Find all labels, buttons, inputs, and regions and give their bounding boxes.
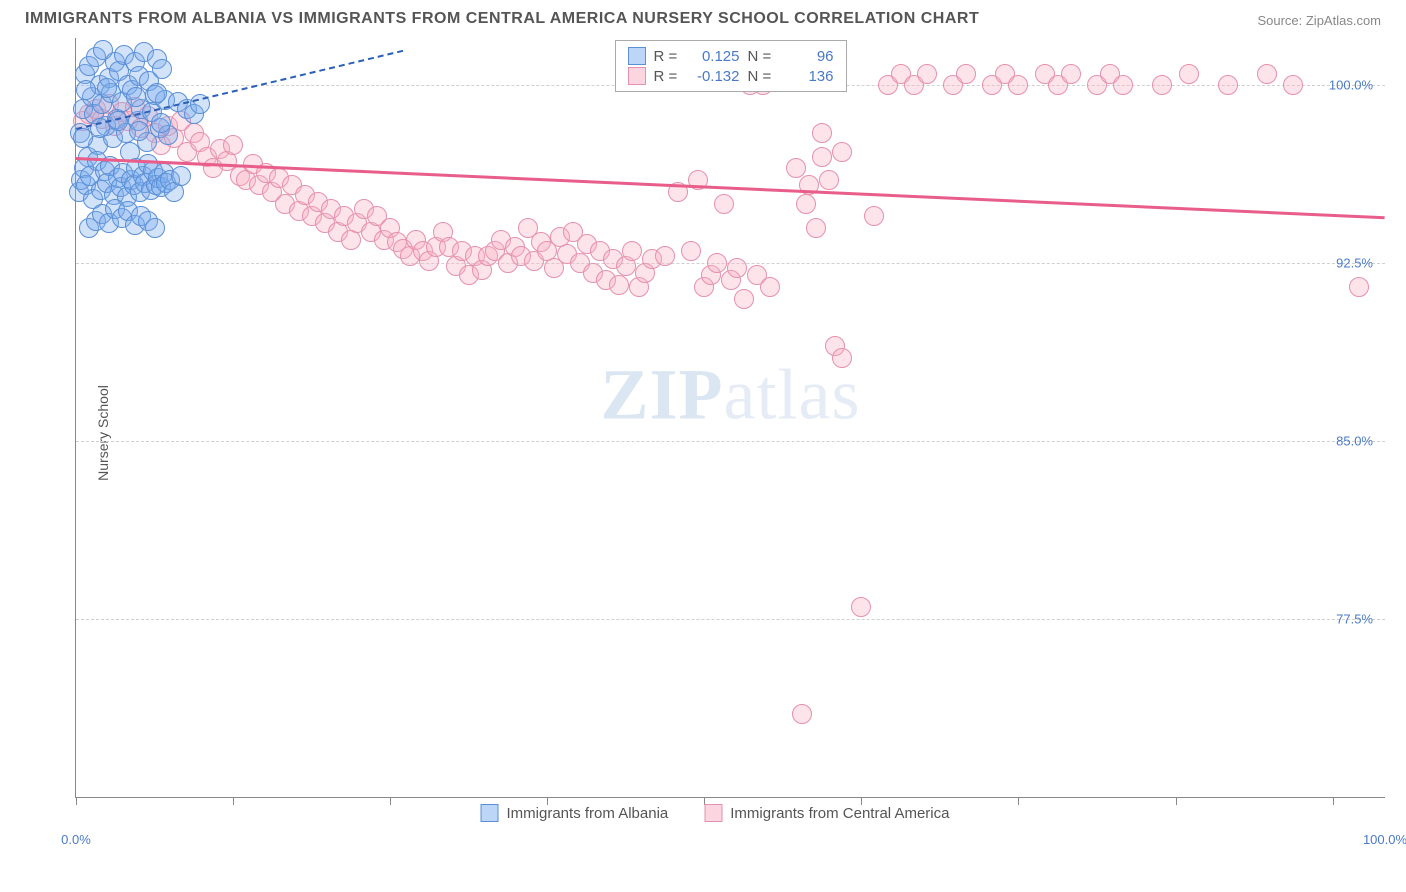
data-point — [714, 194, 734, 214]
n-label: N = — [748, 68, 776, 85]
x-tick — [1176, 797, 1177, 805]
data-point — [727, 258, 747, 278]
data-point — [1113, 75, 1133, 95]
swatch-icon — [704, 804, 722, 822]
x-tick — [1333, 797, 1334, 805]
data-point — [129, 121, 149, 141]
watermark: ZIPatlas — [601, 353, 861, 436]
data-point — [622, 241, 642, 261]
data-point — [851, 597, 871, 617]
data-point — [152, 59, 172, 79]
stats-legend: R = 0.125 N = 96 R = -0.132 N = 136 — [615, 40, 847, 92]
data-point — [819, 170, 839, 190]
data-point — [1218, 75, 1238, 95]
data-point — [1349, 277, 1369, 297]
data-point — [864, 206, 884, 226]
n-value-ca: 136 — [784, 68, 834, 85]
data-point — [917, 64, 937, 84]
x-tick — [1018, 797, 1019, 805]
data-point — [1257, 64, 1277, 84]
data-point — [1061, 64, 1081, 84]
swatch-icon — [481, 804, 499, 822]
data-point — [171, 166, 191, 186]
y-tick-label: 92.5% — [1336, 256, 1373, 271]
r-label: R = — [654, 48, 682, 65]
legend-swatch-pink — [628, 67, 646, 85]
source-label: Source: ZipAtlas.com — [1257, 13, 1381, 28]
data-point — [812, 123, 832, 143]
data-point — [76, 80, 96, 100]
series-legend: Immigrants from Albania Immigrants from … — [481, 804, 950, 822]
data-point — [655, 246, 675, 266]
plot-area: ZIPatlas R = 0.125 N = 96 R = -0.132 N =… — [75, 38, 1385, 798]
data-point — [832, 348, 852, 368]
x-tick-label-start: 0.0% — [61, 832, 91, 847]
y-tick-label: 100.0% — [1329, 78, 1373, 93]
legend-label: Immigrants from Central America — [730, 805, 949, 822]
r-value-ca: -0.132 — [690, 68, 740, 85]
y-tick-label: 77.5% — [1336, 612, 1373, 627]
data-point — [760, 277, 780, 297]
r-value-albania: 0.125 — [690, 48, 740, 65]
data-point — [956, 64, 976, 84]
n-value-albania: 96 — [784, 48, 834, 65]
x-tick — [233, 797, 234, 805]
chart-title: IMMIGRANTS FROM ALBANIA VS IMMIGRANTS FR… — [25, 10, 979, 28]
data-point — [126, 87, 146, 107]
data-point — [812, 147, 832, 167]
data-point — [1008, 75, 1028, 95]
legend-swatch-blue — [628, 47, 646, 65]
data-point — [1152, 75, 1172, 95]
x-tick — [76, 797, 77, 805]
n-label: N = — [748, 48, 776, 65]
data-point — [151, 113, 171, 133]
data-point — [832, 142, 852, 162]
x-tick — [390, 797, 391, 805]
legend-item-ca: Immigrants from Central America — [704, 804, 949, 822]
data-point — [97, 78, 117, 98]
data-point — [806, 218, 826, 238]
gridline — [76, 441, 1385, 442]
chart-container: Nursery School ZIPatlas R = 0.125 N = 96… — [45, 38, 1385, 828]
legend-item-albania: Immigrants from Albania — [481, 804, 669, 822]
data-point — [792, 704, 812, 724]
data-point — [1283, 75, 1303, 95]
data-point — [681, 241, 701, 261]
data-point — [796, 194, 816, 214]
data-point — [223, 135, 243, 155]
r-label: R = — [654, 68, 682, 85]
gridline — [76, 619, 1385, 620]
x-tick-label-end: 100.0% — [1363, 832, 1406, 847]
data-point — [145, 218, 165, 238]
data-point — [609, 275, 629, 295]
y-tick-label: 85.0% — [1336, 434, 1373, 449]
data-point — [734, 289, 754, 309]
data-point — [147, 83, 167, 103]
data-point — [1179, 64, 1199, 84]
legend-label: Immigrants from Albania — [507, 805, 669, 822]
